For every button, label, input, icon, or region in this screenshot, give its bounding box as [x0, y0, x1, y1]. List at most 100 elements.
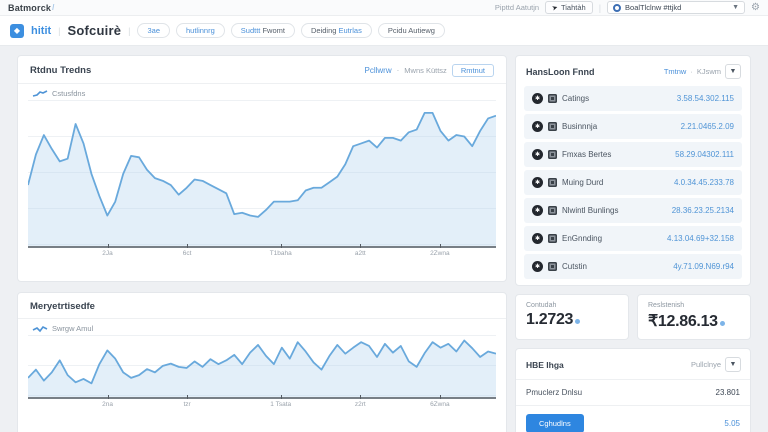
axis-tick-mark — [360, 395, 362, 399]
axis-tick-mark — [439, 395, 441, 399]
fund-badge-icon: ✱ — [532, 233, 543, 244]
axis-tick-label: 2na — [102, 401, 113, 408]
fund-type-icon — [548, 234, 557, 243]
brand-slash-icon: / — [52, 3, 55, 12]
policy-action-row: Cghudlns 5.05 — [516, 406, 750, 432]
app-logo-icon: ◆ — [10, 23, 24, 38]
fund-row[interactable]: ✱ Fmxas Bertes 58.29.04302.111 — [524, 142, 742, 167]
fund-rows-list: ✱ Catings 3.58.54.302.115 ✱ Businnnja 2.21.04… — [516, 86, 750, 285]
fund-row[interactable]: ✱ Muing Durd 4.0.34.45.233.78 — [524, 170, 742, 195]
nav-tab-0[interactable]: 3ae — [137, 23, 170, 38]
fund-row[interactable]: ✱ Cutstin 4y.71.09.N69.r94 — [524, 254, 742, 279]
axis-tick-label: a2tt — [354, 250, 366, 257]
fund-row-value: 4.13.04.69+32.158 — [667, 234, 734, 243]
market-card-title: Meryetrtisedfe — [30, 301, 95, 312]
send-button-label: Tiahtàh — [560, 3, 586, 12]
trend-breadcrumb-link[interactable]: Pcllwrw — [364, 66, 392, 75]
fund-panel-subtitle: KJswm — [696, 67, 721, 76]
breadcrumb-separator: · — [396, 66, 400, 75]
fund-row-value: 28.36.23.25.2134 — [671, 206, 734, 215]
axis-tick-label: 6Zwna — [430, 401, 450, 408]
policy-action-button[interactable]: Cghudlns — [526, 414, 584, 432]
trend-chart — [28, 100, 496, 246]
chevron-down-icon: ▼ — [729, 361, 737, 368]
nav-tab-4[interactable]: Pcidu Autiewg — [377, 23, 445, 38]
trend-chart-svg — [28, 100, 496, 246]
axis-tick-mark — [280, 244, 282, 248]
divider: | — [58, 25, 61, 36]
gear-icon[interactable]: ⚙ — [751, 2, 760, 13]
trend-card: Rtdnu Tredns Pcllwrw · Mwns Küttsz Rmtnu… — [17, 55, 507, 282]
send-button[interactable]: ➤ Tiahtàh — [545, 1, 593, 14]
fund-row[interactable]: ✱ Nlwintl Bunlings 28.36.23.25.2134 — [524, 198, 742, 223]
fund-type-icon — [548, 262, 557, 271]
trend-chart-x-axis: 2Ja 6ct T1baha a2tt 2Zwna — [28, 244, 496, 262]
account-dropdown[interactable]: BoalTlclnw #ttjkd ▼ — [607, 1, 746, 14]
fund-type-icon — [548, 178, 557, 187]
fund-row-value: 4y.71.09.N69.r94 — [673, 262, 734, 271]
fund-panel-link[interactable]: Tmtnw — [663, 67, 687, 76]
product-name: hitit — [31, 24, 52, 37]
divider: | — [598, 2, 602, 13]
fund-row[interactable]: ✱ Businnnja 2.21.0465.2.09 — [524, 114, 742, 139]
axis-tick-mark — [107, 244, 109, 248]
fund-panel-title: HansLoon Fnnd — [526, 66, 595, 77]
fund-row-label: EnGnnding — [562, 234, 603, 243]
trend-legend-label: Cstusfdns — [52, 89, 86, 98]
fund-row-label: Fmxas Bertes — [562, 150, 612, 159]
legend-line-icon — [32, 89, 48, 97]
fund-row-value: 2.21.0465.2.09 — [680, 122, 734, 131]
policy-row-label: Pmuclerz Dnlsu — [526, 388, 583, 397]
nav-tab-label: Pcidu Autiewg — [387, 26, 435, 35]
axis-tick-label: 1 Tsata — [270, 401, 292, 408]
topbar-status-label: Pipttd Aatutjn — [494, 3, 540, 12]
top-strip: Batmorck / Pipttd Aatutjn ➤ Tiahtàh | Bo… — [0, 0, 768, 16]
trend-action-button[interactable]: Rmtnut — [451, 64, 494, 77]
fund-row-value: 3.58.54.302.115 — [676, 94, 734, 103]
policy-panel: HBE Ihga Pullclnye ▼ Pmuclerz Dnlsu 23.8… — [515, 348, 751, 432]
nav-tab-1[interactable]: hutlinnrg — [176, 23, 225, 38]
fund-panel-menu-button[interactable]: ▼ — [725, 64, 741, 79]
nav-tab-label: Fwomt — [260, 26, 285, 35]
fund-row[interactable]: ✱ EnGnnding 4.13.04.69+32.158 — [524, 226, 742, 251]
policy-row-value: 23.801 — [715, 388, 740, 397]
axis-tick-label: T1baha — [269, 250, 292, 257]
axis-tick-label: 6ct — [182, 250, 192, 257]
stat-label: Reslstenish — [648, 302, 685, 309]
chevron-down-icon: ▼ — [729, 68, 737, 75]
fund-row-value: 58.29.04302.111 — [675, 150, 734, 159]
product-suffix: Sofcuirè — [67, 23, 122, 38]
fund-row-label: Muing Durd — [562, 178, 604, 187]
stat-value: 1.2723 — [526, 311, 574, 328]
paper-plane-icon: ➤ — [551, 3, 560, 13]
nav-tab-label: Deiding — [310, 26, 337, 35]
axis-tick-mark — [360, 244, 362, 248]
axis-tick-mark — [107, 395, 109, 399]
nav-tab-label: Eutrlas — [336, 26, 362, 35]
nav-tab-3[interactable]: Deiding Eutrlas — [300, 23, 372, 38]
nav-tab-2[interactable]: Sudttt Fwomt — [230, 23, 295, 38]
policy-menu-label: Pullclnye — [690, 360, 721, 369]
market-chart-svg — [28, 335, 496, 397]
fund-badge-icon: ✱ — [532, 149, 543, 160]
policy-menu-button[interactable]: ▼ — [725, 357, 741, 372]
market-chart — [28, 335, 496, 397]
nav-tab-label: 3ae — [147, 26, 160, 35]
trend-card-title: Rtdnu Tredns — [30, 65, 92, 76]
fund-row-label: Cutstin — [562, 262, 587, 271]
legend-line-icon — [32, 325, 48, 332]
axis-tick-label: 2Ja — [102, 250, 113, 257]
market-card: Meryetrtisedfe Swrgw Amul 2na tzr 1 Tsata z… — [17, 292, 507, 432]
fund-badge-icon: ✱ — [532, 177, 543, 188]
account-dropdown-label: BoalTlclnw #ttjkd — [625, 3, 682, 12]
status-dot-icon — [575, 319, 581, 324]
stat-value: ₹12.86.13 — [648, 313, 718, 330]
axis-tick-label: 2Zwna — [430, 250, 450, 257]
policy-action-value: 5.05 — [724, 419, 740, 428]
chevron-down-icon: ▼ — [732, 4, 740, 11]
policy-row: Pmuclerz Dnlsu 23.801 — [516, 380, 750, 406]
fund-subtitle-separator: · — [690, 67, 693, 76]
fund-row[interactable]: ✱ Catings 3.58.54.302.115 — [524, 86, 742, 111]
account-logo-icon — [613, 3, 622, 12]
fund-row-label: Catings — [562, 94, 590, 103]
